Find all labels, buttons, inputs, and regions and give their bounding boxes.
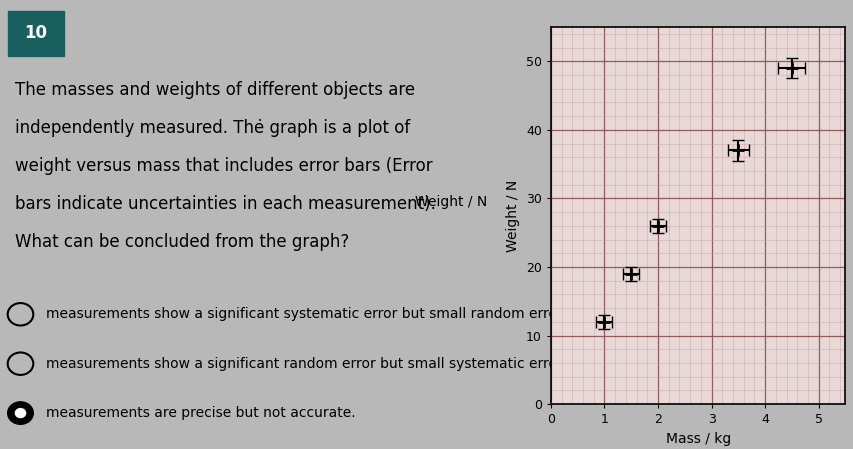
Text: measurements are precise but not accurate.: measurements are precise but not accurat… <box>46 406 356 420</box>
Y-axis label: Weight / N: Weight / N <box>506 180 519 251</box>
Text: weight versus mass that includes error bars (Error: weight versus mass that includes error b… <box>15 157 432 175</box>
Text: What can be concluded from the graph?: What can be concluded from the graph? <box>15 233 349 251</box>
X-axis label: Mass / kg: Mass / kg <box>664 431 730 446</box>
Text: Weight / N: Weight / N <box>415 195 486 209</box>
Text: bars indicate uncertainties in each measurement).: bars indicate uncertainties in each meas… <box>15 195 436 213</box>
Text: 10: 10 <box>25 24 47 42</box>
Text: measurements show a significant systematic error but small random error.: measurements show a significant systemat… <box>46 307 566 321</box>
Text: The masses and weights of different objects are: The masses and weights of different obje… <box>15 81 415 99</box>
FancyBboxPatch shape <box>8 11 64 56</box>
Circle shape <box>15 409 26 418</box>
Circle shape <box>8 402 33 424</box>
Text: independently measured. Thė graph is a plot of: independently measured. Thė graph is a … <box>15 119 410 137</box>
Text: measurements show a significant random error but small systematic error.: measurements show a significant random e… <box>46 357 566 371</box>
